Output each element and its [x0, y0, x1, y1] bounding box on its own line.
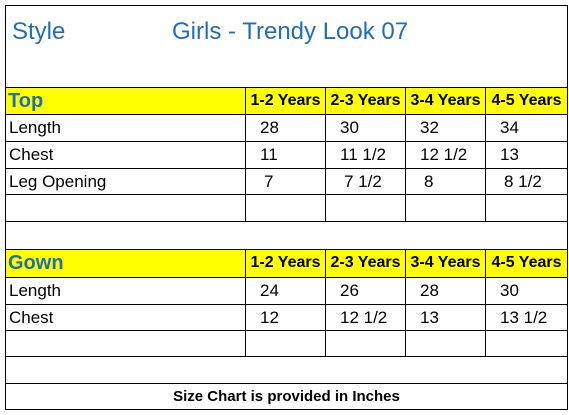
gown-length-3: 28 [406, 278, 486, 305]
top-empty-cell [486, 195, 568, 222]
top-leg-3: 8 [406, 169, 486, 195]
gown-empty-row-label [5, 331, 246, 357]
header-row: Style Girls - Trendy Look 07 [5, 5, 568, 88]
gown-year-2: 2-3 Years [326, 250, 406, 278]
top-leg-1: 7 [246, 169, 326, 195]
gown-length-4: 30 [486, 278, 568, 305]
section-spacer-row [5, 222, 568, 250]
gown-year-3: 3-4 Years [406, 250, 486, 278]
gown-row-label-chest: Chest [5, 305, 246, 331]
footer-note: Size Chart is provided in Inches [5, 384, 568, 410]
top-empty-cell [246, 195, 326, 222]
top-year-4: 4-5 Years [486, 88, 568, 115]
top-chest-3: 12 1/2 [406, 142, 486, 169]
top-length-1: 28 [246, 115, 326, 142]
gown-row-label-length: Length [5, 278, 246, 305]
top-leg-2: 7 1/2 [326, 169, 406, 195]
style-label: Style [12, 18, 66, 45]
top-year-2: 2-3 Years [326, 88, 406, 115]
top-empty-cell [406, 195, 486, 222]
gown-empty-cell [326, 331, 406, 357]
top-row-label-leg-opening: Leg Opening [5, 169, 246, 195]
top-empty-row-label [5, 195, 246, 222]
bottom-spacer-row [5, 357, 568, 384]
gown-empty-cell [246, 331, 326, 357]
gown-chest-3: 13 [406, 305, 486, 331]
top-section-label: Top [5, 88, 246, 115]
top-chest-2: 11 1/2 [326, 142, 406, 169]
gown-year-4: 4-5 Years [486, 250, 568, 278]
top-chest-1: 11 [246, 142, 326, 169]
gown-year-1: 1-2 Years [246, 250, 326, 278]
top-row-label-chest: Chest [5, 142, 246, 169]
gown-chest-4: 13 1/2 [486, 305, 568, 331]
gown-chest-1: 12 [246, 305, 326, 331]
top-chest-4: 13 [486, 142, 568, 169]
page-title: Girls - Trendy Look 07 [172, 18, 409, 45]
top-leg-4: 8 1/2 [486, 169, 568, 195]
gown-length-2: 26 [326, 278, 406, 305]
gown-empty-cell [406, 331, 486, 357]
gown-section-label: Gown [5, 250, 246, 278]
gown-empty-cell [486, 331, 568, 357]
top-empty-cell [326, 195, 406, 222]
top-length-2: 30 [326, 115, 406, 142]
top-length-3: 32 [406, 115, 486, 142]
top-row-label-length: Length [5, 115, 246, 142]
gown-length-1: 24 [246, 278, 326, 305]
top-year-3: 3-4 Years [406, 88, 486, 115]
top-length-4: 34 [486, 115, 568, 142]
top-year-1: 1-2 Years [246, 88, 326, 115]
gown-chest-2: 12 1/2 [326, 305, 406, 331]
